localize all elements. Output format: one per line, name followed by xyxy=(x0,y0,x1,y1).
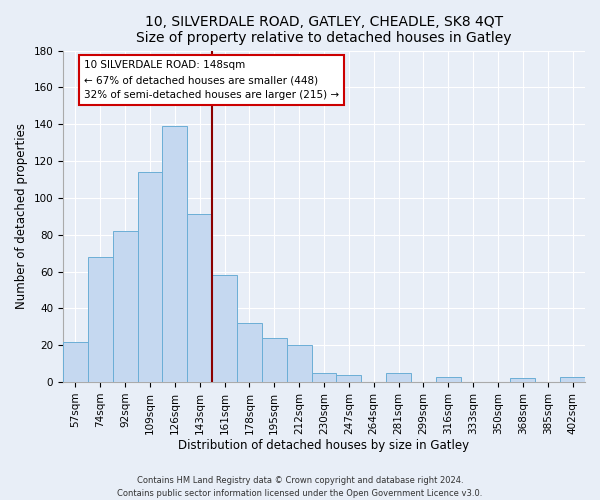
Bar xyxy=(187,214,212,382)
Bar xyxy=(560,376,585,382)
Bar xyxy=(311,373,337,382)
Bar xyxy=(63,342,88,382)
Bar xyxy=(163,126,187,382)
X-axis label: Distribution of detached houses by size in Gatley: Distribution of detached houses by size … xyxy=(178,440,470,452)
Bar xyxy=(262,338,287,382)
Text: Contains HM Land Registry data © Crown copyright and database right 2024.
Contai: Contains HM Land Registry data © Crown c… xyxy=(118,476,482,498)
Bar xyxy=(212,276,237,382)
Bar xyxy=(386,373,411,382)
Bar xyxy=(137,172,163,382)
Bar xyxy=(337,374,361,382)
Y-axis label: Number of detached properties: Number of detached properties xyxy=(15,124,28,310)
Text: 10 SILVERDALE ROAD: 148sqm
← 67% of detached houses are smaller (448)
32% of sem: 10 SILVERDALE ROAD: 148sqm ← 67% of deta… xyxy=(84,60,339,100)
Bar xyxy=(436,376,461,382)
Bar xyxy=(237,323,262,382)
Bar xyxy=(511,378,535,382)
Title: 10, SILVERDALE ROAD, GATLEY, CHEADLE, SK8 4QT
Size of property relative to detac: 10, SILVERDALE ROAD, GATLEY, CHEADLE, SK… xyxy=(136,15,512,45)
Bar xyxy=(113,231,137,382)
Bar xyxy=(287,346,311,382)
Bar xyxy=(88,257,113,382)
